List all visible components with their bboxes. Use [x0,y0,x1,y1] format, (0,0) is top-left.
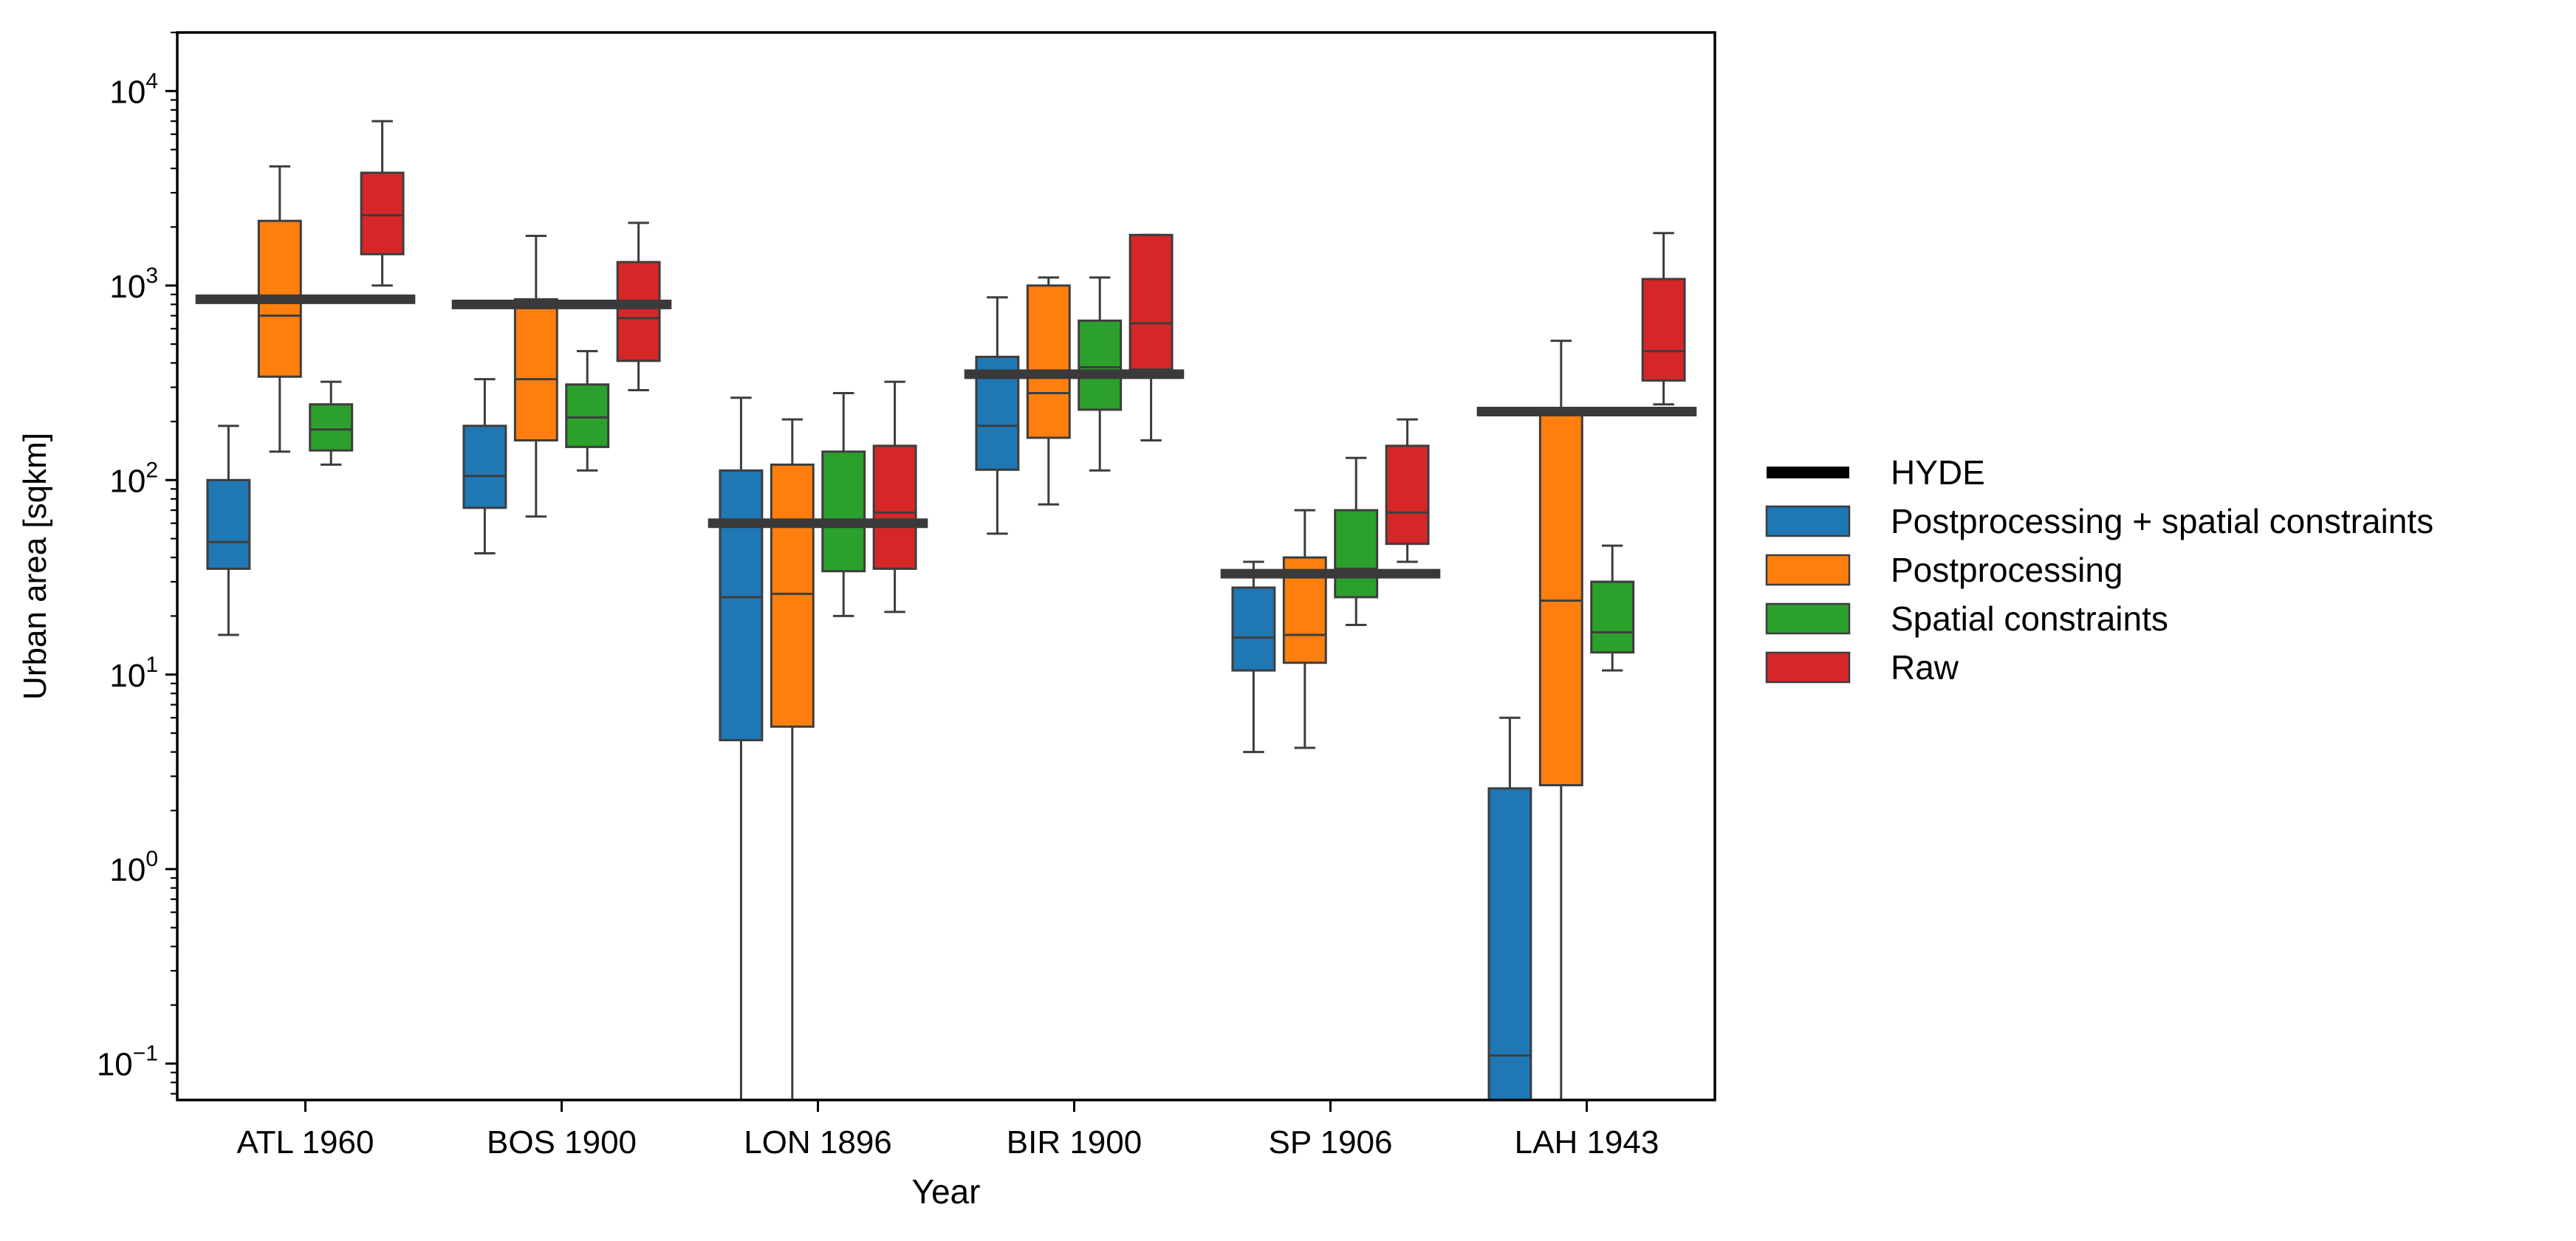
hyde-markers [195,294,1697,579]
box-body [872,444,917,570]
box-0-3 [360,120,405,287]
y-tick-label-1: 100 [109,847,158,888]
box-0-0 [206,424,251,636]
legend: HYDE Postprocessing + spatial constraints… [1765,453,2433,687]
box-5-0 [1487,716,1532,1101]
legend-label: Spatial constraints [1891,599,2168,638]
box-5-3 [1641,232,1686,406]
box-body [1590,580,1635,654]
box-4-2 [1334,456,1379,626]
box-0-2 [309,380,354,466]
box-body [565,383,610,448]
box-body [1231,586,1276,672]
plot-frame [176,31,1716,1101]
box-body [821,450,866,573]
box-body [616,261,661,362]
legend-label: Postprocessing + spatial constraints [1891,502,2433,540]
box-3-3 [1128,233,1174,441]
box-2-3 [872,380,917,613]
box-2-0 [719,396,764,1100]
x-tick-label-3: BIR 1900 [1007,1124,1142,1161]
legend-label: Postprocessing [1891,551,2123,589]
box-body [1334,509,1379,599]
box-body [360,171,405,255]
legend-label: Raw [1891,648,1959,687]
legend-swatch [1765,602,1851,635]
legend-item-3: Raw [1765,648,1959,687]
x-tick-label-5: LAH 1943 [1515,1124,1659,1161]
legend-swatch [1765,505,1851,537]
box-4-3 [1385,418,1430,563]
y-tick-label-5: 104 [109,69,158,110]
box-body [206,478,251,570]
box-body [1026,284,1071,439]
box-body [1487,787,1532,1101]
x-tick-label-1: BOS 1900 [487,1124,637,1161]
box-body [1385,444,1430,546]
legend-swatch [1765,651,1851,684]
box-5-2 [1590,544,1635,672]
y-axis-label: Urban area [sqkm] [17,433,53,700]
box-body [1128,233,1174,371]
legend-item-hyde: HYDE [1767,453,1985,492]
legend-label: HYDE [1891,453,1985,492]
box-3-1 [1026,276,1071,506]
box-1-1 [513,235,558,518]
x-tick-label-4: SP 1906 [1268,1124,1392,1161]
legend-swatch [1765,554,1851,586]
box-4-0 [1231,560,1276,754]
box-body [462,424,507,509]
y-tick-label-4: 103 [109,264,158,305]
box-body [1078,319,1123,411]
legend-item-1: Postprocessing [1765,551,2123,589]
box-body [309,403,354,452]
box-5-1 [1538,340,1583,1100]
box-body [1641,278,1686,382]
y-tick-label-2: 101 [109,653,158,694]
legend-item-0: Postprocessing + spatial constraints [1765,502,2433,540]
box-body [770,463,815,728]
box-body [719,469,764,742]
box-body [513,298,558,441]
box-1-2 [565,350,610,472]
box-body [1538,407,1583,787]
legend-item-2: Spatial constraints [1765,599,2168,638]
box-1-0 [462,378,507,555]
box-3-0 [975,296,1020,535]
x-axis-label: Year [912,1172,981,1211]
y-tick-label-0: 10−1 [97,1042,158,1083]
y-tick-label-3: 102 [109,458,158,499]
box-2-1 [770,418,815,1100]
axes: 10−1 100 101 102 103 104 ATL 1960 BOS 1900 LON 1… [17,31,1716,1211]
x-tick-label-2: LON 1896 [744,1124,892,1161]
x-tick-label-0: ATL 1960 [237,1124,374,1161]
box-3-2 [1078,276,1123,472]
box-1-3 [616,221,661,391]
